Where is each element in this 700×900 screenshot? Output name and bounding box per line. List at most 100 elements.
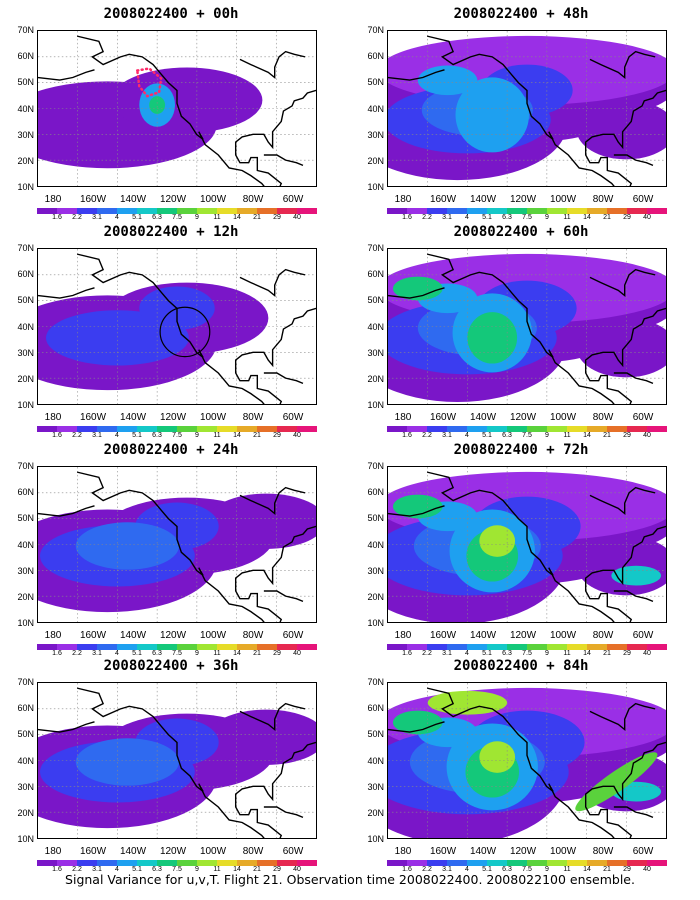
colorbar-level-label: 2.2	[422, 650, 432, 657]
colorbar-swatch	[507, 208, 527, 214]
colorbar-level-label: 21	[253, 650, 261, 657]
variance-contour	[392, 494, 443, 519]
colorbar-level-label: 4	[115, 866, 119, 873]
variance-contour	[149, 96, 166, 114]
coastline	[239, 702, 306, 731]
colorbar-swatch	[77, 208, 97, 214]
colorbar	[37, 860, 317, 866]
colorbar-swatch	[97, 208, 117, 214]
coastline	[263, 590, 304, 603]
latitude-label: 30N	[17, 565, 34, 576]
latitude-label: 70N	[367, 461, 384, 471]
latitude-label: 60N	[17, 487, 34, 498]
colorbar-swatch	[447, 208, 467, 214]
colorbar-swatch	[387, 860, 407, 866]
latitude-label: 50N	[17, 77, 34, 88]
coastline	[613, 372, 654, 385]
colorbar-swatch	[627, 208, 647, 214]
colorbar-level-label: 3.1	[442, 432, 452, 439]
colorbar-swatch	[297, 644, 317, 650]
colorbar-swatch	[407, 208, 427, 214]
variance-map	[387, 30, 667, 187]
colorbar-swatch	[627, 860, 647, 866]
colorbar-level-label: 29	[273, 866, 281, 873]
longitude-label: 120W	[159, 630, 187, 641]
longitude-label: 140W	[119, 194, 147, 205]
coastline	[613, 590, 654, 603]
variance-contour	[455, 77, 529, 153]
longitude-label: 120W	[509, 194, 537, 205]
colorbar-swatch	[487, 426, 507, 432]
colorbar-swatch	[607, 426, 627, 432]
latitude-label: 10N	[17, 182, 34, 192]
latitude-label: 10N	[17, 618, 34, 628]
colorbar-swatch	[197, 860, 217, 866]
colorbar-level-label: 11	[563, 866, 571, 873]
colorbar	[37, 208, 317, 214]
colorbar-level-label: 40	[293, 650, 301, 657]
colorbar-swatch	[117, 426, 137, 432]
colorbar-swatch	[647, 208, 667, 214]
colorbar-swatch	[547, 860, 567, 866]
variance-map	[37, 466, 317, 623]
colorbar-level-label: 1.6	[402, 866, 412, 873]
colorbar-level-label: 1.6	[52, 432, 62, 439]
colorbar	[37, 644, 317, 650]
colorbar-level-label: 9	[545, 866, 549, 873]
colorbar-swatch	[117, 644, 137, 650]
colorbar-level-label: 3.1	[92, 432, 102, 439]
latitude-label: 60N	[367, 703, 384, 714]
longitude-label: 160W	[429, 194, 457, 205]
colorbar-swatch	[467, 426, 487, 432]
colorbar-swatch	[407, 644, 427, 650]
colorbar-level-label: 3.1	[442, 214, 452, 221]
colorbar-level-label: 2.2	[422, 432, 432, 439]
colorbar-level-label: 29	[623, 866, 631, 873]
colorbar-swatch	[607, 644, 627, 650]
colorbar-swatch	[117, 208, 137, 214]
colorbar-swatch	[587, 860, 607, 866]
colorbar-level-label: 2.2	[72, 866, 82, 873]
colorbar-level-label: 5.1	[482, 650, 492, 657]
coastline	[239, 486, 306, 515]
coastline	[613, 154, 654, 167]
longitude-label: 140W	[469, 412, 497, 423]
latitude-label: 60N	[367, 487, 384, 498]
longitude-label: 80W	[242, 412, 264, 423]
colorbar-level-label: 11	[213, 866, 221, 873]
latitude-label: 70N	[367, 243, 384, 253]
longitude-label: 180	[44, 194, 62, 205]
colorbar-level-label: 40	[293, 432, 301, 439]
coastline	[388, 69, 445, 81]
longitude-label: 100W	[549, 412, 577, 423]
map-panel: 2008022400 + 72h 70N 60N 50N 40N 30N 20N 10N 180…	[351, 440, 691, 658]
colorbar-level-label: 4	[465, 866, 469, 873]
longitude-label: 100W	[199, 630, 227, 641]
colorbar-swatch	[177, 644, 197, 650]
colorbar-level-label: 5.1	[132, 866, 142, 873]
colorbar-level-label: 29	[273, 432, 281, 439]
colorbar-swatch	[237, 860, 257, 866]
longitude-label: 140W	[469, 194, 497, 205]
colorbar-swatch	[487, 644, 507, 650]
latitude-label: 40N	[367, 755, 384, 766]
variance-map	[37, 682, 317, 839]
map-panel: 2008022400 + 12h 70N 60N 50N 40N 30N 20N 10N 180…	[1, 222, 341, 440]
colorbar-swatch	[57, 426, 77, 432]
colorbar-level-label: 29	[273, 650, 281, 657]
coastline	[38, 287, 95, 299]
panel-title: 2008022400 + 36h	[103, 658, 239, 674]
coastline	[589, 50, 656, 79]
colorbar-swatch	[137, 644, 157, 650]
colorbar-level-label: 7.5	[172, 650, 182, 657]
variance-contour	[111, 67, 263, 133]
longitude-label: 180	[44, 630, 62, 641]
colorbar-level-label: 9	[545, 214, 549, 221]
colorbar-swatch	[467, 860, 487, 866]
latitude-label: 20N	[17, 591, 34, 602]
variance-map	[387, 248, 667, 405]
colorbar-level-label: 1.6	[402, 432, 412, 439]
colorbar-swatch	[587, 208, 607, 214]
latitude-label: 20N	[17, 373, 34, 384]
longitude-label: 140W	[119, 630, 147, 641]
